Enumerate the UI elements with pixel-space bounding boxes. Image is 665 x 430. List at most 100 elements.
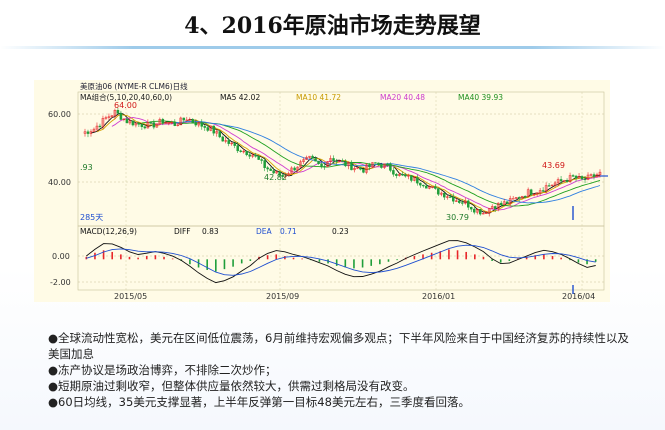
bullet-item-2: ●冻产协议是场政治博弈，不排除二次炒作； (48, 362, 638, 378)
dea-line (86, 244, 596, 276)
candle-body (254, 154, 257, 157)
candle-body (188, 119, 192, 121)
macd-lines (86, 240, 596, 284)
candle-body (152, 122, 156, 128)
candle-body (365, 164, 368, 173)
candle-body (455, 200, 458, 202)
candle-body (320, 163, 323, 167)
candle-body (296, 166, 299, 171)
candle-body (526, 189, 530, 197)
candle-body (437, 188, 440, 195)
bullet-item-1: ●全球流动性宽松，美元在区间低位震荡，6月前维持宏观偏多观点；下半年风险来自于中… (48, 330, 638, 362)
candle-body (529, 189, 533, 195)
candle-body (589, 174, 593, 176)
candle-body (392, 170, 395, 175)
candle-body (272, 170, 275, 174)
candle-body (371, 162, 374, 168)
oil-price-chart: 60.00 40.00 0.00 -2.00 2015/05 2015/09 2… (34, 80, 610, 302)
annotation-low-mid: 42.82 (264, 173, 287, 182)
diff-label: DIFF (174, 227, 191, 236)
candle-body (179, 117, 183, 126)
candle-body (580, 176, 584, 180)
bullet-item-3: ●短期原油过剩收窄，但整体供应量依然较大，供需过剩格局没有改变。 (48, 378, 638, 394)
candle-body (143, 126, 147, 129)
candle-body (538, 190, 542, 194)
candle-body (458, 200, 461, 203)
volume-label: 285天 (80, 213, 103, 222)
candle-body (167, 122, 171, 124)
candle-body (502, 201, 506, 205)
candle-body (398, 174, 401, 176)
candle-body (362, 168, 365, 173)
candle-body (514, 197, 518, 199)
diff-line (86, 240, 596, 284)
candle-body (317, 160, 320, 164)
annotation-high: 64.00 (114, 101, 137, 110)
candle-body (326, 161, 329, 167)
title-divider (0, 46, 665, 49)
macd-label: MACD(12,26,9) (80, 227, 137, 236)
candle-body (520, 195, 524, 199)
bullet-list: ● 全球流动性宽松，美元在区间低位震荡，6月前维持宏观偏多观点；下半年风险来自于中… (48, 330, 638, 410)
x-tick-201505: 2015/05 (114, 292, 147, 301)
candle-body (203, 126, 207, 128)
candle-body (227, 140, 230, 144)
macd-tick-0: 0.00 (52, 252, 70, 261)
candle-body (197, 122, 201, 126)
macd-pane-frame (77, 225, 605, 291)
candle-body (484, 212, 488, 214)
bullet-text: 全球流动性宽松，美元在区间低位震荡，6月前维持宏观偏多观点；下半年风险来自于中国… (48, 331, 629, 361)
candle-body (194, 122, 198, 126)
candle-body (287, 173, 290, 176)
vertical-grid (125, 92, 583, 290)
candle-body (586, 174, 590, 180)
candle-body (496, 202, 500, 209)
bullet-dot: ● (48, 395, 59, 409)
bullet-dot: ● (48, 363, 59, 377)
candle-body (323, 165, 326, 168)
candle-body (556, 179, 560, 184)
candle-body (472, 208, 476, 213)
candle-body (368, 164, 371, 168)
candle-body (389, 163, 392, 171)
candle-body (200, 122, 204, 127)
candle-body (311, 155, 314, 159)
candle-body (571, 175, 575, 177)
candle-body (113, 110, 117, 116)
candle-body (434, 186, 437, 189)
candle-body (550, 184, 554, 187)
candle-body (565, 180, 569, 182)
candle-body (122, 118, 126, 121)
candle-body (553, 182, 557, 186)
diff-value: 0.83 (202, 227, 219, 236)
x-tick-201509: 2015/09 (266, 292, 299, 301)
candle-body (523, 195, 527, 198)
candle-body (475, 209, 479, 213)
candle-body (89, 131, 93, 134)
bullet-dot: ● (48, 379, 59, 393)
candle-body (308, 155, 311, 158)
candle-body (176, 124, 180, 126)
candle-body (535, 192, 539, 195)
candle-body (260, 159, 263, 161)
candle-body (248, 154, 251, 157)
candle-body (125, 118, 129, 124)
candle-body (416, 177, 419, 184)
candle-body (443, 192, 446, 198)
candle-body (119, 113, 123, 120)
candle-body (562, 180, 566, 182)
candle-body (517, 197, 521, 199)
candle-body (314, 158, 317, 162)
candle-body (170, 122, 174, 124)
candle-body (191, 119, 195, 123)
candle-body (134, 122, 138, 126)
candle-body (374, 162, 377, 164)
x-tick-201601: 2016/01 (422, 292, 455, 301)
candle-body (269, 168, 272, 171)
candle-body (182, 117, 186, 121)
candle-body (547, 185, 551, 187)
candle-body (577, 176, 581, 179)
candle-body (284, 175, 287, 177)
candle-body (245, 150, 248, 156)
candle-body (257, 156, 260, 160)
